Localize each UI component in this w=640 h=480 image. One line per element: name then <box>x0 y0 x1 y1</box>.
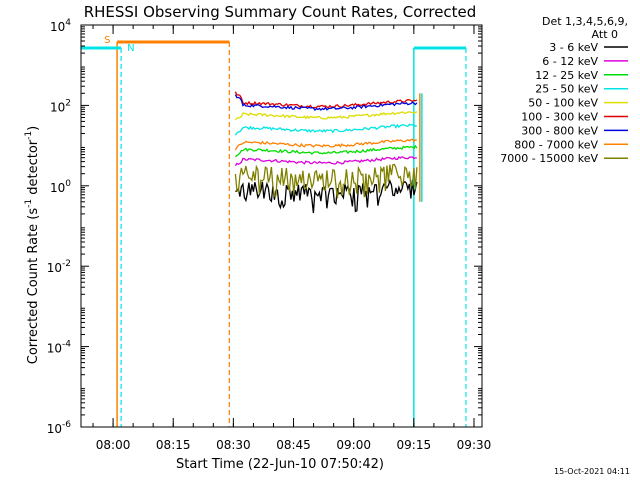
night-label: N <box>127 43 134 54</box>
y-tick-label: 100 <box>50 179 71 195</box>
x-axis-label: Start Time (22-Jun-10 07:50:42) <box>176 457 384 472</box>
timestamp-footer: 15-Oct-2021 04:11 <box>554 467 630 476</box>
y-tick-label: 104 <box>50 18 71 34</box>
legend-label: 800 - 7000 keV <box>514 138 598 151</box>
saa-label: S <box>104 35 110 46</box>
series-line-0 <box>235 178 418 214</box>
series-line-6 <box>234 94 418 111</box>
legend-label: 12 - 25 keV <box>535 69 598 82</box>
x-tick-label: 09:00 <box>336 438 371 452</box>
y-axis-label-sup2: -1 <box>24 131 34 140</box>
plot-frame <box>80 24 483 428</box>
x-tick-label: 09:30 <box>457 438 492 452</box>
series-line-7 <box>234 138 418 151</box>
y-tick-label: 102 <box>50 98 71 114</box>
series-line-8 <box>234 163 418 199</box>
legend-header-attenuator: Att 0 <box>592 28 618 41</box>
y-tick-label: 10-2 <box>47 259 71 275</box>
y-axis-label-mid: detector <box>26 139 41 199</box>
series-line-3 <box>234 123 418 136</box>
y-axis-label-sup1: -1 <box>24 199 34 208</box>
x-tick-label: 08:15 <box>156 438 191 452</box>
y-tick-label: 10-6 <box>47 420 72 436</box>
x-tick-label: 08:30 <box>216 438 251 452</box>
chart-title: RHESSI Observing Summary Count Rates, Co… <box>84 3 477 21</box>
series-line-5 <box>234 91 418 109</box>
x-tick-label: 08:00 <box>96 438 131 452</box>
legend-label: 6 - 12 keV <box>542 55 598 68</box>
legend-label: 25 - 50 keV <box>535 83 598 96</box>
series-line-4 <box>234 111 418 121</box>
x-tick-label: 09:15 <box>397 438 432 452</box>
legend-label: 50 - 100 keV <box>528 97 598 110</box>
y-axis-label-end: ) <box>26 126 41 131</box>
series-line-2 <box>234 144 418 158</box>
legend-label: 3 - 6 keV <box>549 41 598 54</box>
legend-label: 300 - 800 keV <box>521 124 598 137</box>
y-axis-label: Corrected Count Rate (s-1 detector-1) <box>24 126 41 364</box>
y-tick-label: 10-4 <box>47 340 72 356</box>
legend-header-detectors: Det 1,3,4,5,6,9, <box>542 15 628 28</box>
x-tick-label: 08:45 <box>276 438 311 452</box>
legend-label: 100 - 300 keV <box>521 111 598 124</box>
y-axis-label-main: Corrected Count Rate (s <box>26 208 41 365</box>
series-line-1 <box>234 156 417 167</box>
legend-label: 7000 - 15000 keV <box>500 152 598 165</box>
